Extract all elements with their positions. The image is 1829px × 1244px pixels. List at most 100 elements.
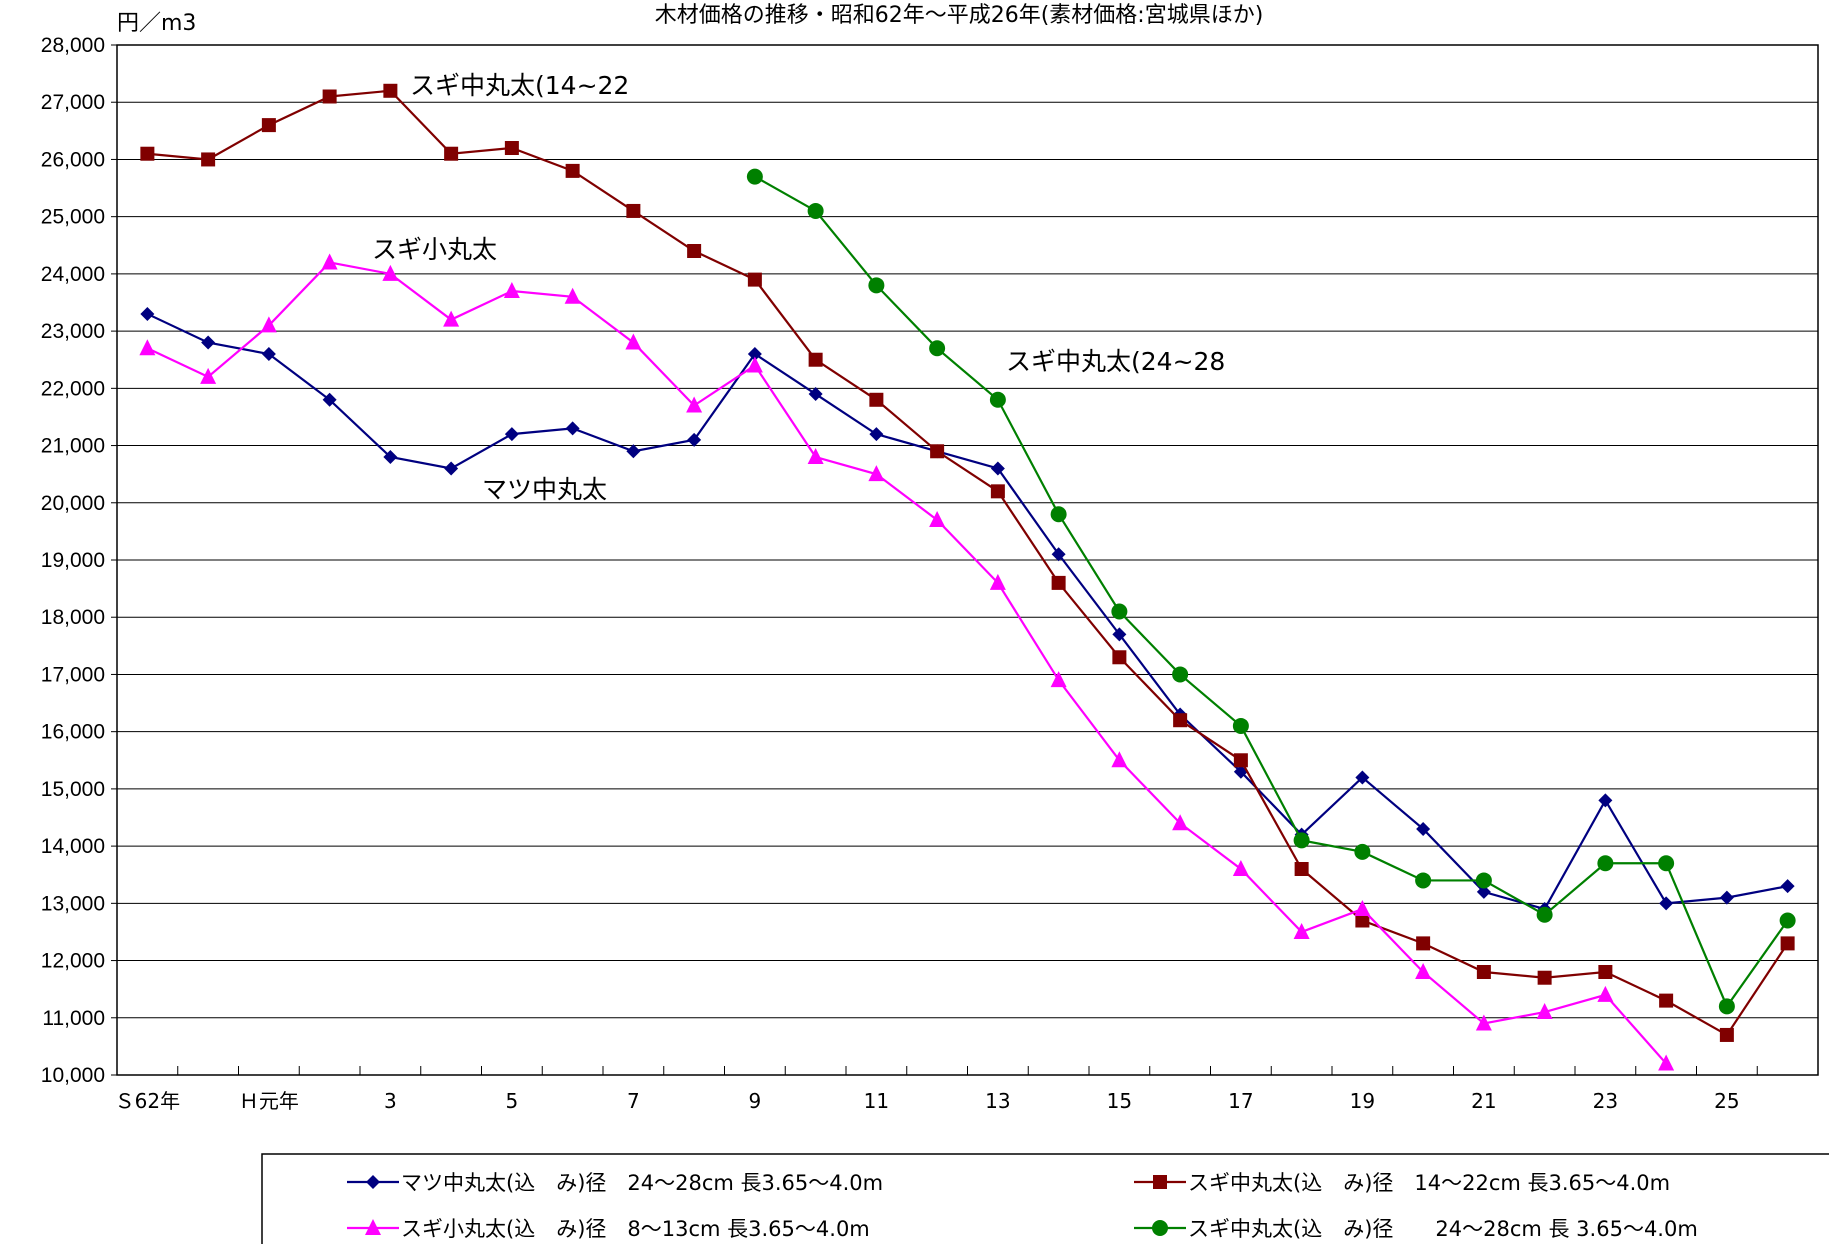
data-point	[1232, 717, 1249, 734]
series-2	[140, 83, 1795, 1042]
data-point	[444, 146, 459, 161]
y-tick-label: 21,000	[41, 435, 105, 458]
y-tick-label: 16,000	[41, 721, 105, 744]
x-tick-label: 19	[1350, 1089, 1375, 1113]
data-point	[807, 202, 824, 219]
y-tick-label: 17,000	[41, 663, 105, 686]
data-point	[322, 89, 337, 104]
data-point	[260, 316, 277, 333]
x-tick-label: 3	[384, 1089, 397, 1113]
data-point	[1293, 922, 1310, 939]
y-tick-label: 27,000	[41, 91, 105, 114]
data-point	[1355, 913, 1370, 928]
y-tick-label: 20,000	[41, 492, 105, 515]
data-point	[1780, 936, 1795, 951]
data-point	[201, 152, 216, 167]
data-point	[201, 335, 216, 350]
data-point	[1416, 821, 1431, 836]
x-tick-label: 13	[985, 1089, 1010, 1113]
data-point	[990, 461, 1005, 476]
data-point	[1051, 575, 1066, 590]
data-point	[930, 444, 945, 459]
y-tick-label: 15,000	[41, 778, 105, 801]
y-tick-label: 26,000	[41, 148, 105, 171]
data-point	[1416, 936, 1431, 951]
y-tick-label: 23,000	[41, 320, 105, 343]
data-point	[1779, 912, 1796, 929]
data-point	[140, 146, 155, 161]
legend-label: スギ中丸太(込 み)径 24～28cm 長 3.65～4.0m	[1188, 1217, 1698, 1241]
data-point	[929, 510, 946, 527]
annotation-label: スギ小丸太	[372, 235, 497, 264]
data-point	[1475, 872, 1492, 889]
data-point	[504, 427, 519, 442]
data-point	[1233, 753, 1248, 768]
data-point	[1719, 1027, 1734, 1042]
legend-item: マツ中丸太(込 み)径 24～28cm 長3.65～4.0m	[347, 1171, 883, 1195]
data-point	[1476, 884, 1491, 899]
legend-item: スギ中丸太(込 み)径 24～28cm 長 3.65～4.0m	[1134, 1217, 1698, 1241]
data-point	[807, 448, 824, 464]
x-tick-label: 15	[1107, 1089, 1132, 1113]
series-line	[147, 89, 1789, 1037]
data-point	[626, 203, 641, 218]
legend-marker	[365, 1219, 381, 1235]
series-line	[754, 175, 1789, 1009]
data-point	[1598, 965, 1613, 979]
data-point	[1172, 814, 1189, 831]
data-point	[1355, 770, 1370, 785]
data-point	[1112, 627, 1127, 642]
data-point	[1780, 879, 1795, 894]
annotation-label: マツ中丸太	[482, 475, 607, 504]
data-point	[200, 367, 217, 384]
data-point	[1172, 666, 1189, 683]
legend-box	[261, 1153, 1829, 1244]
series-layer	[139, 83, 1796, 1071]
data-point	[1659, 993, 1674, 1008]
data-point	[504, 141, 519, 155]
data-point	[929, 340, 946, 357]
data-point	[808, 352, 823, 367]
data-point	[1476, 965, 1491, 979]
series-3	[139, 253, 1675, 1071]
data-point	[1294, 862, 1309, 876]
y-tick-label: 12,000	[41, 950, 105, 973]
data-point	[687, 432, 702, 447]
data-point	[1051, 547, 1066, 562]
x-tick-label: 7	[627, 1089, 640, 1113]
data-point	[444, 461, 459, 476]
data-point	[140, 306, 155, 321]
data-point	[382, 264, 399, 281]
data-point	[1597, 985, 1614, 1002]
legend-item: スギ小丸太(込 み)径 8～13cm 長3.65～4.0m	[347, 1217, 870, 1241]
data-point	[1232, 860, 1249, 876]
y-tick-label: 13,000	[41, 892, 105, 915]
data-point	[261, 347, 276, 361]
data-point	[808, 387, 823, 402]
data-point	[626, 444, 641, 459]
data-point	[746, 356, 763, 373]
y-tick-label: 14,000	[41, 835, 105, 858]
x-tick-label: Ｓ62年	[115, 1089, 180, 1113]
data-point	[990, 484, 1005, 499]
data-point	[1537, 970, 1552, 985]
series-4	[746, 168, 1796, 1015]
data-point	[1597, 855, 1614, 872]
y-tick-label: 19,000	[41, 549, 105, 572]
data-point	[1050, 506, 1067, 523]
data-point	[1112, 650, 1127, 665]
legend-label: マツ中丸太(込 み)径 24～28cm 長3.65～4.0m	[401, 1171, 883, 1195]
data-point	[139, 339, 156, 356]
data-point	[564, 287, 581, 304]
data-point	[1718, 998, 1735, 1015]
data-point	[1415, 963, 1432, 979]
data-point	[989, 573, 1006, 590]
data-point	[1659, 896, 1674, 911]
data-point	[1111, 751, 1128, 768]
data-point	[686, 396, 703, 413]
data-point	[1354, 900, 1371, 917]
data-point	[1536, 906, 1553, 923]
data-point	[565, 421, 580, 436]
